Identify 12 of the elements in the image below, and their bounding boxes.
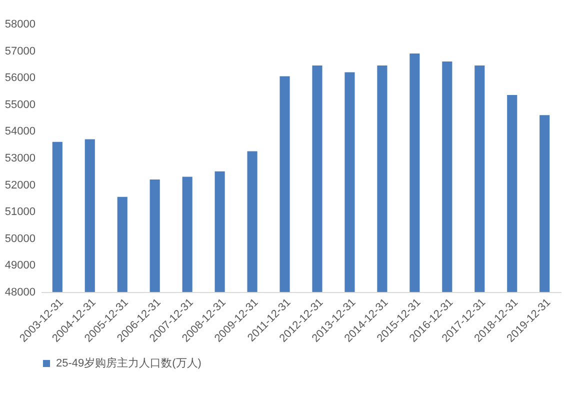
y-tick-label: 52000 [4, 179, 36, 192]
y-tick-label: 49000 [4, 260, 36, 272]
y-tick-label: 57000 [4, 45, 36, 58]
y-tick-label: 55000 [4, 98, 36, 111]
y-tick-label: 50000 [4, 232, 36, 245]
y-tick-label: 54000 [4, 126, 36, 138]
y-tick-label: 48000 [4, 286, 36, 298]
y-tick-label: 56000 [4, 72, 36, 84]
y-tick-label: 51000 [4, 206, 36, 218]
y-tick-label: 58000 [4, 18, 36, 30]
y-tick-label: 53000 [4, 152, 36, 164]
legend-label: 25-49岁购房主力人口数(万人) [56, 356, 202, 370]
